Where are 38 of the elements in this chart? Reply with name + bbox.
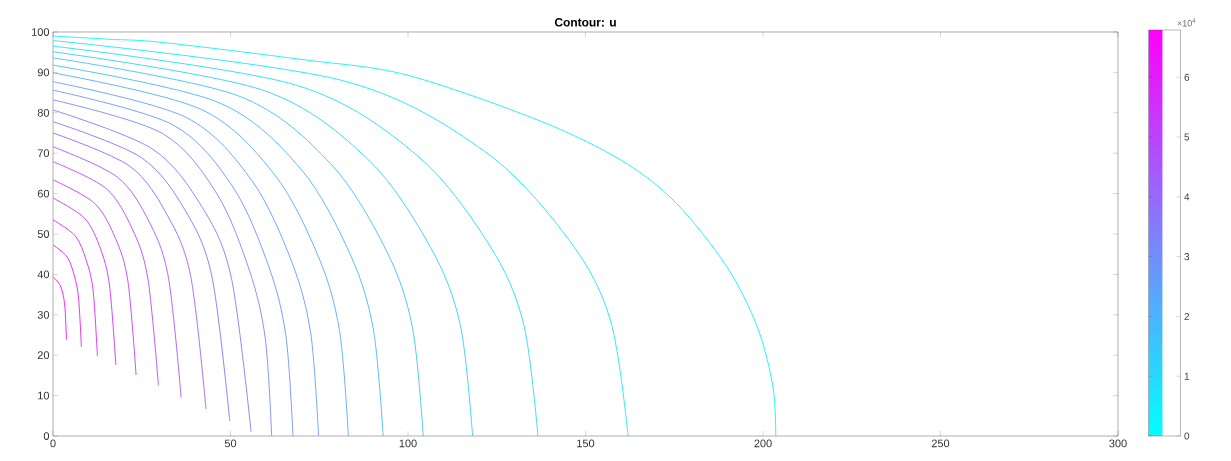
line-series [53, 219, 98, 357]
line-series [53, 179, 137, 376]
y-tick-label: 20 [37, 351, 50, 360]
line-series [53, 35, 777, 436]
color-bar-label: 3 [1184, 253, 1190, 261]
y-tick-label: 30 [37, 310, 50, 319]
y-tick-label: 50 [37, 230, 50, 238]
x-tick-label: 300 [1109, 439, 1127, 448]
color-bar-label: 0 [1184, 432, 1190, 440]
y-tick-label: 10 [38, 391, 50, 400]
color-bar-label: 4 [1184, 193, 1190, 201]
text: ×10$^{4}$ [1177, 18, 1196, 27]
chart-title: Contour: u [554, 18, 616, 27]
y-tick-label: 70 [37, 149, 50, 158]
color-bar-label: 1 [1184, 372, 1190, 380]
y-tick-label: 100 [32, 28, 50, 36]
color-bar-label: 2 [1184, 312, 1190, 320]
line-series [53, 276, 67, 341]
line-series [53, 146, 182, 399]
y-tick-label: 40 [37, 270, 50, 279]
y-tick-label: 60 [37, 189, 50, 198]
color-bar-label: 5 [1184, 133, 1190, 141]
line-series [53, 244, 82, 348]
x-tick-label: 200 [754, 439, 772, 448]
y-tick-label: 0 [43, 432, 50, 440]
x-tick-label: 250 [931, 439, 950, 448]
x-tick-label: 100 [399, 439, 417, 448]
line-series [53, 40, 629, 436]
y-tick-label: 90 [37, 68, 50, 77]
line-series [53, 197, 117, 366]
line-series [53, 132, 207, 410]
line-series [53, 161, 159, 386]
y-tick-label: 80 [37, 108, 50, 117]
x-tick-label: 150 [577, 439, 595, 448]
x-tick-label: 50 [224, 439, 237, 448]
color-bar-label: 6 [1184, 73, 1190, 81]
line-series [53, 121, 231, 422]
x-tick-label: 0 [50, 439, 56, 448]
